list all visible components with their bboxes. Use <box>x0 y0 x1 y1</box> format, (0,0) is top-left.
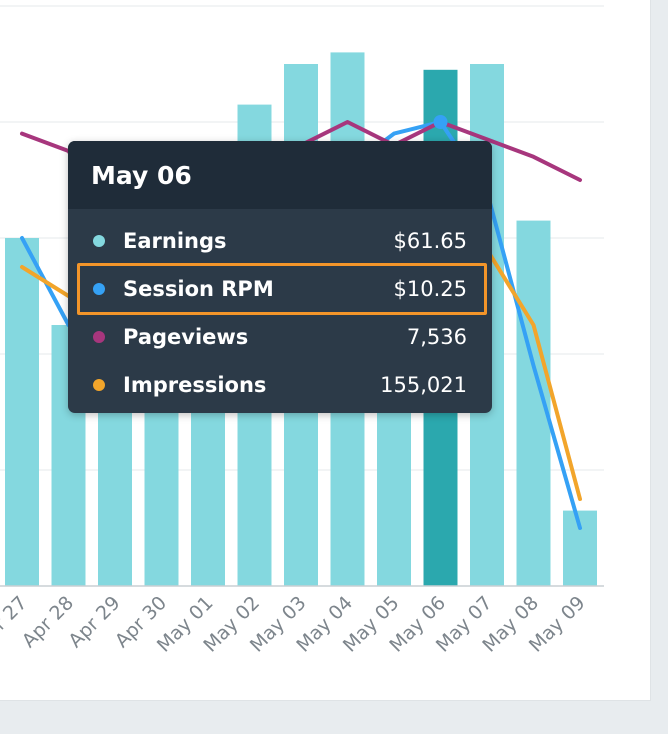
session-rpm-legend-dot <box>93 283 105 295</box>
tooltip-row-label: Earnings <box>123 229 227 253</box>
tooltip-row-value: $10.25 <box>393 277 467 301</box>
tooltip-row-pageviews: Pageviews 7,536 <box>68 313 492 361</box>
earnings-legend-dot <box>93 235 105 247</box>
session-rpm-hover-point <box>433 115 448 129</box>
tooltip-row-session-rpm: Session RPM $10.25 <box>68 265 492 313</box>
tooltip-row-value: $61.65 <box>393 229 467 253</box>
pageviews-legend-dot <box>93 331 105 343</box>
tooltip-row-label: Impressions <box>123 373 267 397</box>
tooltip-row-value: 155,021 <box>380 373 467 397</box>
chart-card: Apr 27 Apr 28 Apr 29 Apr 30 May 01 May 02 May … <box>0 0 651 701</box>
tooltip-title: May 06 <box>68 141 492 209</box>
tooltip-row-label: Pageviews <box>123 325 249 349</box>
bar-apr-27[interactable] <box>5 238 39 586</box>
tooltip-rows: Earnings $61.65 Session RPM $10.25 Pagev… <box>68 209 492 409</box>
impressions-legend-dot <box>93 379 105 391</box>
tooltip-row-label: Session RPM <box>123 277 274 301</box>
tooltip-row-earnings: Earnings $61.65 <box>68 217 492 265</box>
tooltip-row-impressions: Impressions 155,021 <box>68 361 492 409</box>
chart-tooltip: May 06 Earnings $61.65 Session RPM $10.2… <box>68 141 492 413</box>
x-tick-label: Apr 29 <box>64 592 124 652</box>
x-tick-label: Apr 28 <box>18 592 78 652</box>
tooltip-row-value: 7,536 <box>406 325 467 349</box>
